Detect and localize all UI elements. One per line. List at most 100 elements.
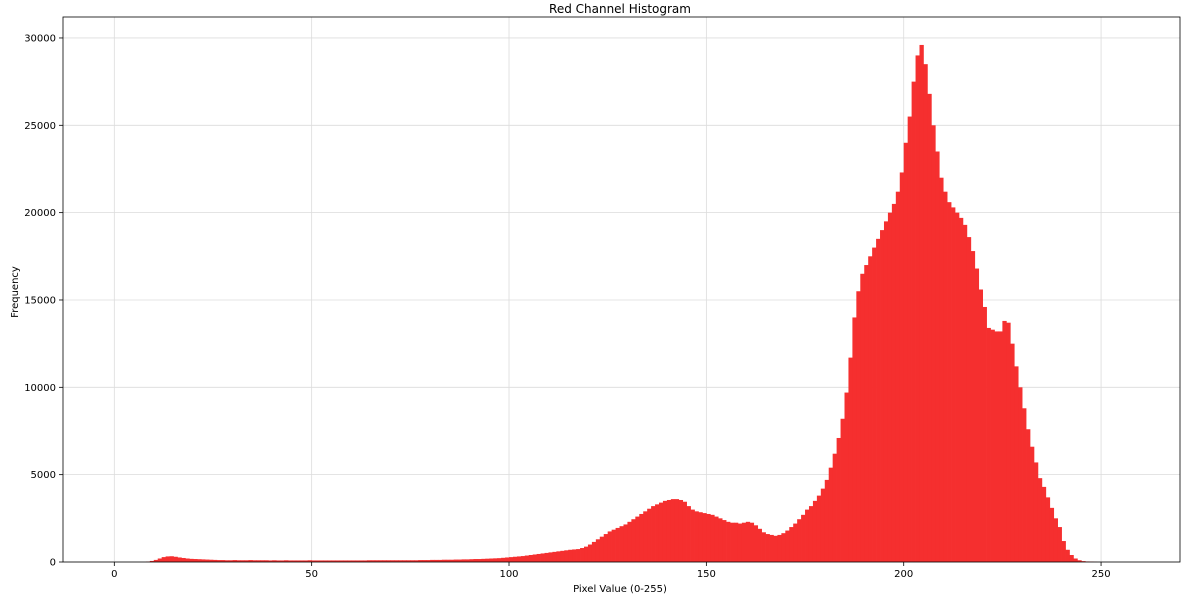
histogram-bar <box>935 151 940 562</box>
histogram-bar <box>702 513 707 562</box>
histogram-bar <box>197 559 202 562</box>
y-tick-label: 30000 <box>24 33 56 44</box>
histogram-bar <box>639 513 644 562</box>
histogram-bar <box>1053 518 1058 562</box>
histogram-bar <box>165 556 170 562</box>
histogram-bar <box>287 560 293 562</box>
histogram-bar <box>236 560 241 562</box>
histogram-bar <box>820 488 826 562</box>
histogram-bar <box>958 217 964 562</box>
x-axis-label: Pixel Value (0-255) <box>573 584 667 595</box>
histogram-bar <box>453 559 459 562</box>
histogram-bar <box>880 230 885 562</box>
histogram-bar <box>801 514 806 562</box>
histogram-bar <box>339 560 344 562</box>
histogram-bar <box>402 560 407 562</box>
histogram-bar <box>864 265 869 562</box>
histogram-bar <box>331 560 336 562</box>
histogram-bar <box>544 552 549 562</box>
histogram-bar <box>694 511 699 562</box>
histogram-bar <box>343 560 348 562</box>
histogram-bar <box>872 247 877 563</box>
histogram-bar <box>670 499 676 562</box>
histogram-bar <box>832 453 837 562</box>
histogram-bar <box>726 521 731 562</box>
histogram-bar <box>1057 527 1062 562</box>
histogram-bar <box>1049 507 1055 562</box>
histogram-bar <box>366 560 372 562</box>
histogram-bar <box>1045 497 1051 562</box>
histogram-bar <box>793 523 798 562</box>
histogram-bar <box>149 560 155 562</box>
histogram-bar <box>907 116 912 562</box>
histogram-bar <box>572 549 577 562</box>
histogram-bar <box>737 523 743 562</box>
histogram-bar <box>1081 561 1086 562</box>
histogram-bar <box>651 506 656 562</box>
histogram-bar <box>623 524 628 562</box>
histogram-bar <box>939 177 944 562</box>
y-tick-label: 0 <box>50 558 56 569</box>
histogram-bar <box>505 557 510 562</box>
histogram-bar <box>955 212 960 562</box>
histogram-bar <box>445 559 451 562</box>
histogram-bar <box>1069 555 1074 562</box>
histogram-bar <box>848 357 853 562</box>
histogram-bar <box>232 560 238 562</box>
histogram-bar <box>931 125 936 563</box>
histogram-bar <box>307 560 313 562</box>
histogram-bar <box>244 560 249 562</box>
histogram-bar <box>1022 408 1027 562</box>
histogram-bar <box>268 560 273 562</box>
histogram-bar <box>635 516 640 562</box>
histogram-bar <box>805 509 810 562</box>
histogram-bar <box>974 268 980 562</box>
histogram-bar <box>406 560 411 562</box>
histogram-bar <box>741 522 747 562</box>
histogram-bar <box>773 535 778 562</box>
histogram-bar <box>990 329 995 562</box>
histogram-bar <box>532 554 537 562</box>
histogram-bar <box>1030 446 1035 562</box>
histogram-bar <box>351 560 356 562</box>
histogram-bar <box>485 558 490 562</box>
x-tick-label: 100 <box>499 569 518 580</box>
histogram-bar <box>587 544 593 562</box>
histogram-bar <box>327 560 332 562</box>
histogram-bar <box>876 238 881 562</box>
histogram-bar <box>512 556 518 562</box>
histogram-bar <box>295 560 301 562</box>
histogram-bar <box>323 560 328 562</box>
histogram-bar <box>493 558 498 562</box>
histogram-bar <box>189 558 194 562</box>
histogram-bar <box>753 525 759 562</box>
histogram-bar <box>769 534 774 562</box>
histogram-bar <box>678 499 684 562</box>
histogram-bar <box>422 560 427 562</box>
histogram-bar <box>1033 462 1039 562</box>
histogram-bar <box>457 559 462 562</box>
histogram-bar <box>655 504 660 562</box>
histogram-bar <box>299 560 305 562</box>
histogram-bar <box>978 289 984 562</box>
histogram-bar <box>970 251 976 563</box>
histogram-bar <box>706 513 711 562</box>
histogram-bar <box>461 559 466 562</box>
histogram-bar <box>201 559 206 562</box>
histogram-bar <box>1014 366 1019 562</box>
histogram-bar <box>899 172 905 563</box>
histogram-bar <box>469 559 474 562</box>
histogram-bar <box>690 509 695 562</box>
histogram-bar <box>591 541 597 562</box>
histogram-bar <box>1037 478 1043 562</box>
histogram-bar <box>947 202 952 562</box>
histogram-bar <box>378 560 384 562</box>
histogram-bar <box>418 560 423 562</box>
histogram-bar <box>749 522 755 562</box>
histogram-bar <box>473 559 478 562</box>
histogram-bar <box>437 559 443 562</box>
histogram-bar <box>520 556 526 562</box>
histogram-bar <box>181 557 186 562</box>
histogram-bar <box>718 518 723 562</box>
histogram-bar <box>434 559 439 562</box>
